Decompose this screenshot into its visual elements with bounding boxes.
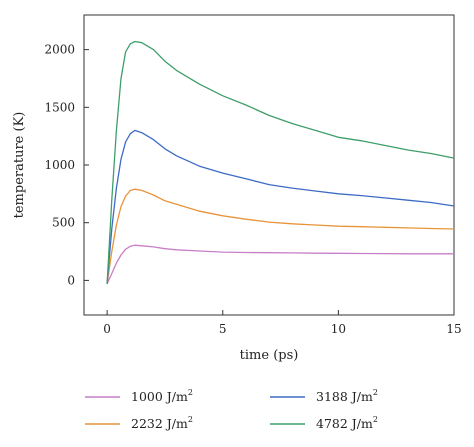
legend-item-3: 3188 J/m2 xyxy=(270,388,378,404)
legend-item-4: 4782 J/m2 xyxy=(270,415,378,431)
x-axis-title: time (ps) xyxy=(240,348,299,363)
y-tick-label: 0 xyxy=(67,273,75,287)
plot-frame xyxy=(83,14,455,316)
legend-item-1: 1000 J/m2 xyxy=(85,388,193,404)
y-axis-title: temperature (K) xyxy=(12,112,27,219)
series-line-1 xyxy=(106,244,454,285)
legend-label: 2232 J/m2 xyxy=(131,415,193,431)
series-line-4 xyxy=(106,40,455,284)
x-tick-label: 15 xyxy=(446,322,461,336)
legend-item-2: 2232 J/m2 xyxy=(85,415,193,431)
axis-ticks: 0 5 10 15 0 500 1000 1500 2000 xyxy=(44,43,461,336)
series-lines xyxy=(106,40,455,285)
x-tick-label: 10 xyxy=(331,322,346,336)
series-line-2 xyxy=(106,188,455,284)
y-tick-label: 1500 xyxy=(44,100,75,114)
legend-label: 1000 J/m2 xyxy=(131,388,193,404)
legend: 1000 J/m2 2232 J/m2 3188 J/m2 4782 J/m2 xyxy=(85,388,378,431)
y-tick-label: 500 xyxy=(52,216,75,230)
legend-label: 3188 J/m2 xyxy=(316,388,378,404)
y-tick-label: 2000 xyxy=(44,43,75,57)
x-tick-label: 0 xyxy=(103,322,111,336)
x-tick-label: 5 xyxy=(219,322,227,336)
y-tick-label: 1000 xyxy=(44,158,75,172)
legend-label: 4782 J/m2 xyxy=(316,415,378,431)
series-line-3 xyxy=(106,129,455,284)
